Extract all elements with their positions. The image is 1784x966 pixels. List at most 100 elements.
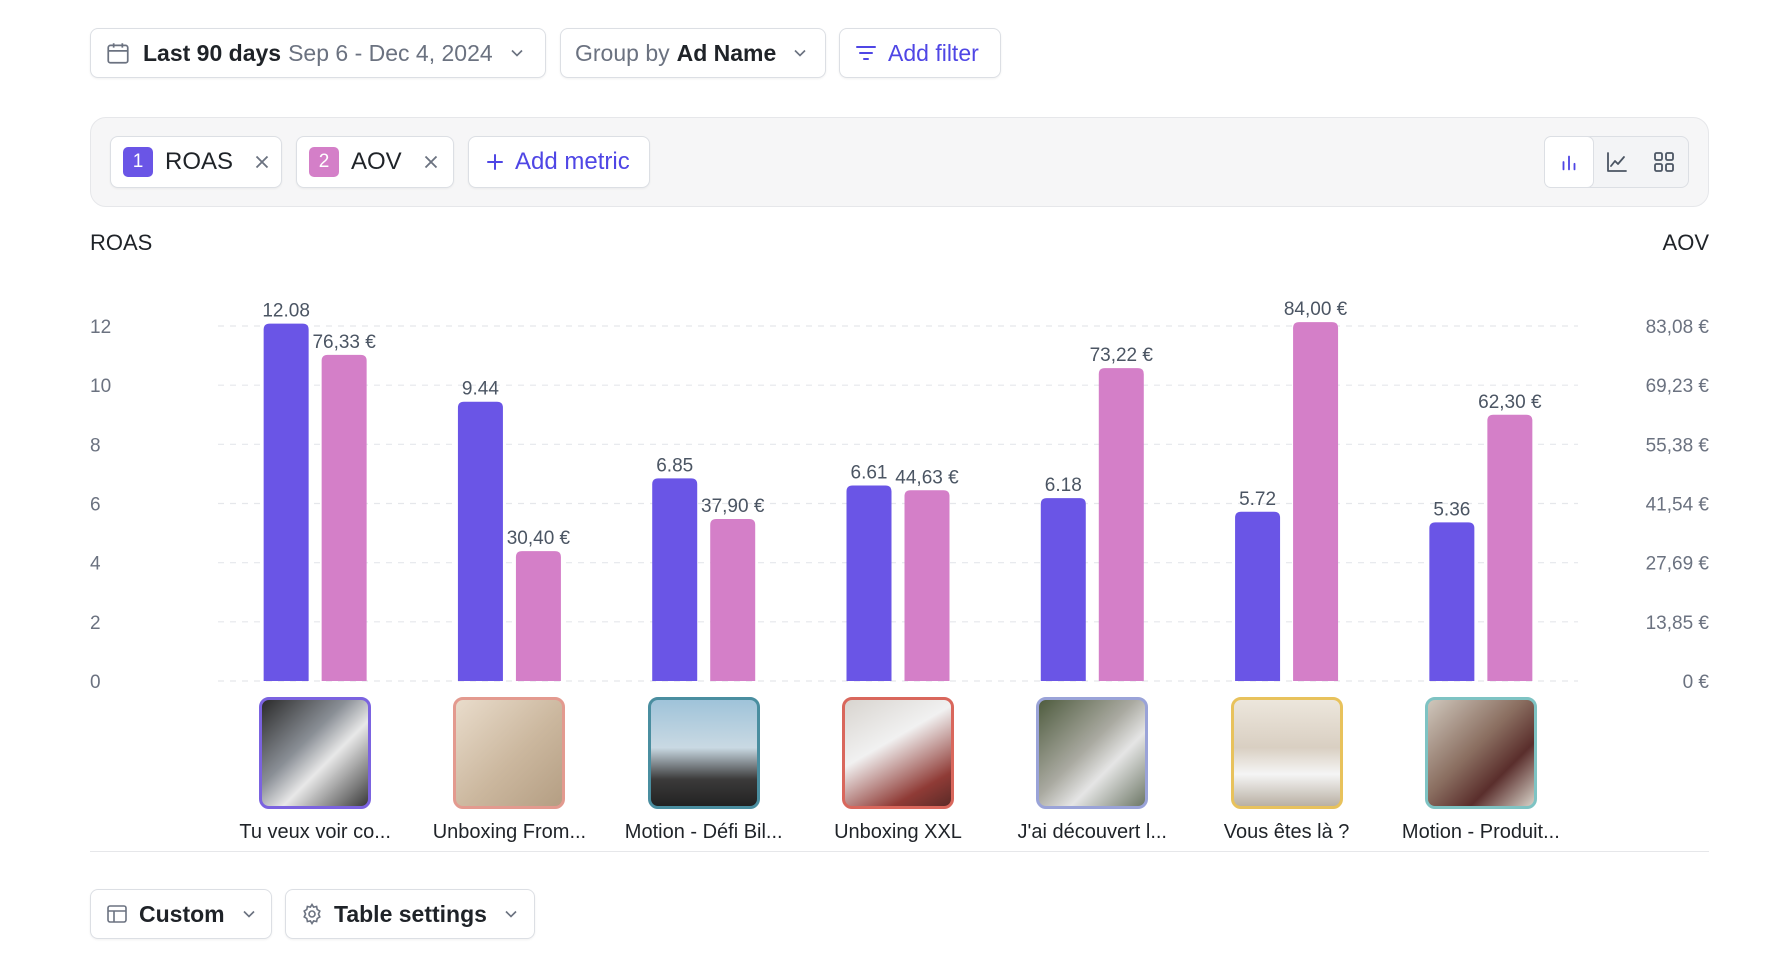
ad-name-label[interactable]: Vous êtes là ? [1223, 821, 1350, 843]
filter-icon [856, 46, 876, 60]
roas-bar[interactable] [263, 323, 309, 681]
aov-data-label: 84,00 € [1284, 299, 1348, 320]
aov-data-label: 73,22 € [1090, 345, 1154, 366]
date-range-picker[interactable]: Last 90 days Sep 6 - Dec 4, 2024 [90, 28, 546, 78]
aov-bar[interactable] [1293, 322, 1339, 681]
plus-icon [487, 154, 503, 170]
right-axis-tick-label: 41,54 € [1646, 495, 1710, 516]
bars [263, 322, 1533, 681]
left-axis-tick-label: 6 [90, 495, 101, 516]
date-range-value: Sep 6 - Dec 4, 2024 [288, 39, 493, 66]
metric-name: AOV [351, 148, 402, 175]
right-axis-tick-label: 27,69 € [1646, 554, 1710, 575]
ad-thumbnail[interactable] [1230, 697, 1343, 809]
bar-chart-icon [1562, 155, 1576, 171]
roas-bar[interactable] [1235, 511, 1281, 681]
left-axis-tick-label: 12 [90, 317, 111, 338]
ad-name-label[interactable]: Tu veux voir co... [239, 821, 391, 843]
aov-bar[interactable] [904, 490, 950, 681]
chevron-down-icon [505, 910, 517, 918]
aov-bar[interactable] [515, 551, 561, 681]
roas-data-label: 12.08 [262, 301, 310, 322]
view-mode-toggle [1544, 136, 1689, 188]
group-by-label: Group by [575, 39, 670, 66]
ad-thumbnail[interactable] [842, 697, 954, 809]
group-by-select[interactable]: Group by Ad Name [560, 28, 826, 78]
roas-data-label: 5.72 [1239, 489, 1276, 510]
chevron-down-icon [794, 49, 806, 57]
left-axis-tick-label: 8 [90, 435, 101, 456]
left-axis-tick-label: 4 [90, 554, 101, 575]
roas-bar[interactable] [1040, 498, 1086, 681]
ad-name-label[interactable]: Unboxing XXL [834, 821, 962, 843]
roas-bar[interactable] [846, 485, 892, 681]
right-axis-tick-label: 55,38 € [1646, 435, 1710, 456]
bar-chart-view-button[interactable] [1544, 136, 1594, 188]
metrics-bar: 1 ROAS 2 AOV Add metric [90, 117, 1709, 207]
add-filter-label: Add filter [888, 39, 979, 66]
roas-data-label: 6.85 [656, 455, 693, 476]
close-icon[interactable] [251, 151, 273, 173]
chevron-down-icon [243, 910, 255, 918]
aov-bar[interactable] [321, 354, 367, 681]
add-metric-label: Add metric [515, 148, 630, 175]
left-axis-tick-label: 10 [90, 376, 111, 397]
metric-index-badge: 1 [123, 147, 153, 177]
ad-name-label[interactable]: Motion - Produit... [1401, 821, 1560, 843]
roas-data-label: 6.61 [851, 462, 888, 483]
gear-icon [303, 902, 321, 926]
ad-thumbnail[interactable] [647, 697, 760, 809]
ad-name-label[interactable]: J'ai découvert l... [1017, 821, 1167, 843]
aov-bar[interactable] [710, 519, 756, 681]
grid-lines [218, 325, 1578, 682]
grid-view-button[interactable] [1640, 137, 1688, 187]
aov-data-label: 62,30 € [1478, 392, 1542, 413]
aov-data-label: 76,33 € [312, 332, 376, 353]
right-axis-tick-label: 83,08 € [1646, 317, 1710, 338]
roas-data-label: 6.18 [1045, 475, 1082, 496]
metric-chip-roas[interactable]: 1 ROAS [110, 136, 282, 188]
custom-view-select[interactable]: Custom [90, 889, 272, 939]
aov-bar[interactable] [1487, 414, 1533, 681]
right-axis-tick-label: 0 € [1683, 672, 1710, 693]
aov-bar[interactable] [1098, 368, 1144, 681]
calendar-icon [107, 43, 129, 64]
chevron-down-icon [511, 49, 523, 57]
left-axis-tick-label: 2 [90, 613, 101, 634]
aov-data-label: 30,40 € [507, 528, 571, 549]
left-axis-title: ROAS [90, 230, 153, 255]
table-icon [107, 905, 127, 923]
ad-thumbnail[interactable] [1424, 697, 1537, 809]
roas-bar[interactable] [1429, 522, 1475, 681]
aov-data-label: 37,90 € [701, 496, 765, 517]
date-range-label: Last 90 days [143, 39, 282, 66]
close-icon[interactable] [420, 151, 442, 173]
ad-thumbnail[interactable] [1036, 697, 1149, 809]
right-axis-tick-label: 69,23 € [1646, 376, 1710, 397]
divider [90, 851, 1709, 852]
roas-bar[interactable] [652, 478, 698, 681]
add-filter-button[interactable]: Add filter [839, 28, 1001, 78]
metric-chip-aov[interactable]: 2 AOV [296, 136, 454, 188]
line-chart-view-button[interactable] [1593, 137, 1641, 187]
grid-icon [1654, 152, 1675, 172]
roas-bar[interactable] [457, 401, 503, 681]
ad-thumbnail[interactable] [453, 697, 566, 809]
group-by-value: Ad Name [676, 39, 777, 66]
aov-data-label: 44,63 € [895, 467, 959, 488]
table-settings-button[interactable]: Table settings [285, 889, 535, 939]
ad-name-label[interactable]: Motion - Défi Bil... [624, 821, 783, 843]
bar-chart: 0 2 4 6 8 10 12 0 € 13,85 € 27,69 € 41,54 € 55,38 … [90, 299, 1710, 693]
custom-label: Custom [139, 900, 225, 927]
ad-name-label[interactable]: Unboxing From... [432, 821, 587, 843]
roas-data-label: 9.44 [462, 379, 499, 400]
add-metric-button[interactable]: Add metric [468, 136, 650, 188]
ad-thumbnail[interactable] [259, 697, 372, 809]
right-axis-title: AOV [1662, 230, 1709, 255]
line-chart-icon [1606, 152, 1627, 172]
left-axis-ticks: 0 2 4 6 8 10 12 [90, 317, 111, 693]
right-axis-tick-label: 13,85 € [1646, 613, 1710, 634]
table-settings-label: Table settings [334, 900, 487, 927]
metric-index-badge: 2 [309, 147, 339, 177]
